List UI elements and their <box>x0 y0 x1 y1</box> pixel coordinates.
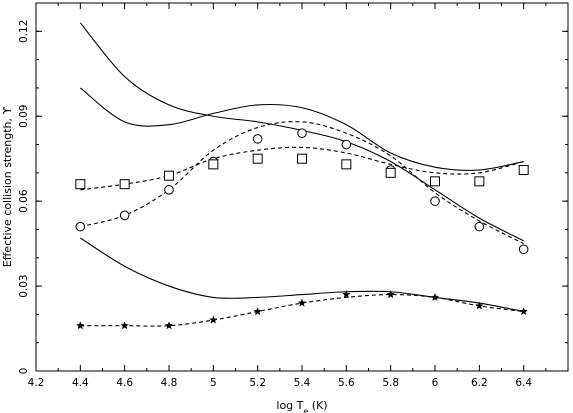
y-tick-label: 0 <box>18 368 30 375</box>
plot-frame <box>35 2 569 372</box>
star-marker <box>253 307 262 316</box>
square-marker <box>430 176 440 187</box>
series-line-3 <box>80 237 524 313</box>
square-marker <box>252 153 263 164</box>
circle-marker <box>297 128 307 139</box>
square-marker <box>474 176 485 187</box>
x-tick-label: 6.4 <box>515 377 532 389</box>
square-marker <box>297 153 307 164</box>
series-layer <box>79 22 524 327</box>
star-marker <box>519 307 528 316</box>
x-tick-label: 4.8 <box>161 377 178 389</box>
circle-marker <box>430 196 440 206</box>
square-marker <box>208 159 219 170</box>
x-tick-label: 4.6 <box>116 377 133 389</box>
y-tick-label: 0.12 <box>18 20 30 43</box>
circle-marker <box>341 139 352 150</box>
x-tick-label: 6.2 <box>471 377 488 389</box>
x-tick-label: 5.4 <box>294 377 311 389</box>
square-marker <box>385 167 396 178</box>
circle-marker <box>75 221 86 232</box>
square-marker <box>164 170 174 181</box>
series-line-5 <box>80 146 524 191</box>
circle-marker <box>518 244 529 255</box>
x-axis-title-main: log T <box>276 399 303 412</box>
axis-ticks: 4.2 4.4 4.6 4.8 5 5.2 5.4 5.6 5.8 6 6.2 6.4 0 0.03 0.0… <box>18 2 568 389</box>
x-axis-title: log Te (K) <box>276 399 327 413</box>
x-tick-label: 4.2 <box>28 377 45 389</box>
y-tick-label: 0.09 <box>18 105 30 128</box>
series-line-4 <box>80 121 524 245</box>
x-tick-label: 4.4 <box>72 377 89 389</box>
y-tick-label: 0.06 <box>18 189 30 213</box>
square-marker <box>341 159 352 170</box>
star-marker <box>209 315 218 324</box>
star-marker <box>342 290 351 299</box>
star-marker <box>76 321 85 330</box>
star-marker <box>386 290 395 299</box>
star-marker <box>120 321 129 330</box>
square-marker <box>518 165 529 176</box>
x-tick-label: 5.6 <box>338 377 355 389</box>
circle-marker <box>119 210 130 221</box>
square-marker <box>119 179 130 190</box>
x-tick-label: 5 <box>210 377 217 389</box>
x-tick-label: 6 <box>432 377 439 389</box>
x-tick-label: 5.2 <box>249 377 266 389</box>
x-axis-title-sub: e <box>303 407 308 413</box>
circle-marker <box>252 134 263 144</box>
x-axis-title-suffix: (K) <box>308 399 327 412</box>
y-tick-label: 0.03 <box>18 274 30 297</box>
star-marker <box>430 292 440 302</box>
x-tick-label: 5.8 <box>382 377 399 389</box>
star-marker <box>475 301 484 310</box>
star-marker <box>297 298 307 307</box>
series-line-2 <box>79 87 524 171</box>
markers-layer <box>75 128 529 330</box>
circle-marker <box>474 221 485 232</box>
star-marker <box>164 321 174 330</box>
y-axis-title: Effective collision strength, ϒ <box>1 106 14 267</box>
circle-marker <box>164 185 174 195</box>
square-marker <box>75 179 86 190</box>
